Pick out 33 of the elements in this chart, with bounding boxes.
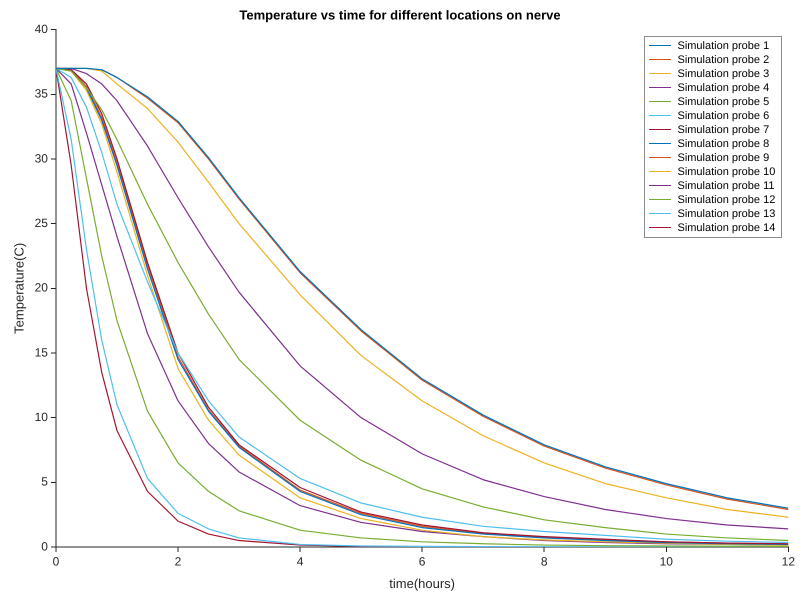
legend-label: Simulation probe 13 xyxy=(677,206,776,221)
legend-label: Simulation probe 3 xyxy=(677,66,770,81)
legend-label: Simulation probe 2 xyxy=(677,52,770,67)
x-tick-label: 0 xyxy=(52,554,60,569)
x-tick-label: 8 xyxy=(540,554,548,569)
y-tick-label: 5 xyxy=(41,474,48,489)
legend-label: Simulation probe 10 xyxy=(677,164,776,179)
legend-label: Simulation probe 1 xyxy=(677,38,770,53)
x-tick-label: 6 xyxy=(418,554,426,569)
legend-label: Simulation probe 5 xyxy=(677,94,770,109)
legend-label: Simulation probe 14 xyxy=(677,220,776,235)
y-tick-label: 40 xyxy=(34,22,48,36)
legend-label: Simulation probe 7 xyxy=(677,122,770,137)
y-tick-label: 20 xyxy=(34,280,48,295)
x-tick-label: 2 xyxy=(174,554,182,569)
y-axis-title: Temperature(C) xyxy=(11,242,26,334)
x-axis-title: time(hours) xyxy=(389,576,456,591)
legend-label: Simulation probe 4 xyxy=(677,80,770,95)
y-tick-label: 30 xyxy=(34,151,48,166)
x-tick-label: 10 xyxy=(660,554,674,569)
y-tick-label: 0 xyxy=(41,539,48,554)
legend-label: Simulation probe 6 xyxy=(677,108,770,123)
y-tick-label: 15 xyxy=(34,345,48,360)
y-tick-label: 10 xyxy=(34,410,48,424)
y-tick-label: 25 xyxy=(34,216,48,230)
legend-label: Simulation probe 9 xyxy=(677,150,770,165)
x-tick-label: 4 xyxy=(296,554,304,569)
y-tick-label: 35 xyxy=(34,86,48,101)
legend-label: Simulation probe 8 xyxy=(677,136,770,151)
legend-label: Simulation probe 12 xyxy=(677,192,776,207)
legend-label: Simulation probe 11 xyxy=(677,178,775,193)
x-tick-label: 12 xyxy=(782,554,796,569)
chart-title: Temperature vs time for different locations on nerve xyxy=(239,7,561,22)
